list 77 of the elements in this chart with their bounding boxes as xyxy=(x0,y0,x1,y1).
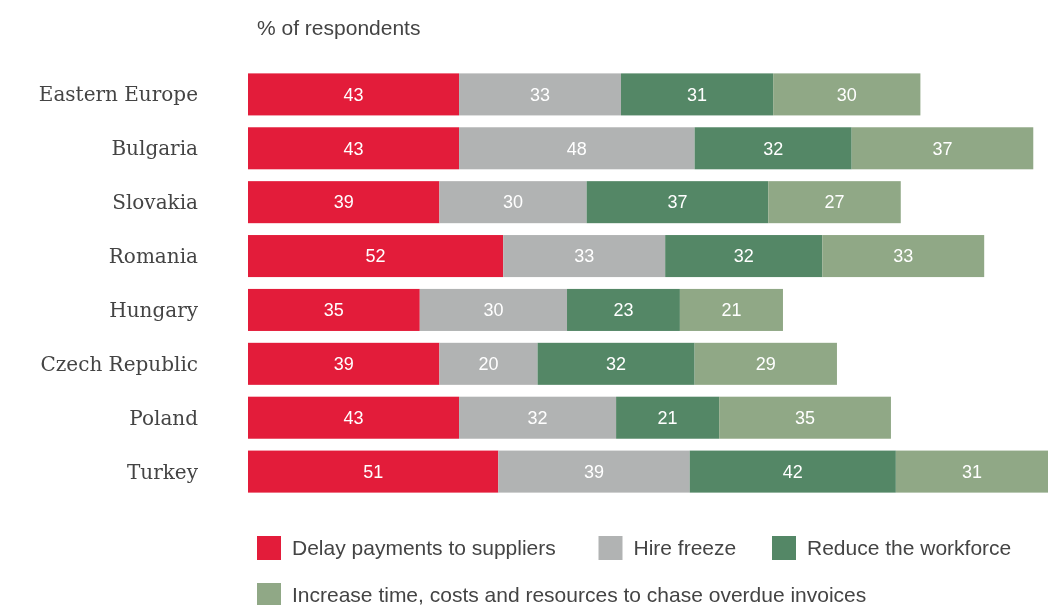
chart-title: % of respondents xyxy=(257,16,421,40)
y-tick-label: Eastern Europe xyxy=(38,82,198,107)
data-label: 33 xyxy=(574,246,595,267)
bar xyxy=(895,450,1048,493)
data-label: 23 xyxy=(613,300,634,321)
data-label: 43 xyxy=(343,408,364,429)
legend-label: Delay payments to suppliers xyxy=(292,536,556,560)
bar xyxy=(419,288,568,331)
bar xyxy=(851,127,1034,170)
bar xyxy=(822,235,985,278)
bar xyxy=(616,396,720,439)
bar xyxy=(248,288,420,331)
legend-label: Hire freeze xyxy=(633,536,737,560)
bar xyxy=(459,396,617,439)
bar xyxy=(248,450,499,493)
y-tick-label: Slovakia xyxy=(112,190,199,215)
y-tick-label: Hungary xyxy=(109,297,199,322)
bar xyxy=(248,396,460,439)
bar xyxy=(689,450,896,493)
data-label: 43 xyxy=(343,138,364,159)
bar xyxy=(439,342,538,385)
data-label: 42 xyxy=(782,461,803,482)
data-label: 31 xyxy=(961,461,982,482)
data-label: 29 xyxy=(755,354,776,375)
bar xyxy=(567,288,680,331)
data-label: 30 xyxy=(503,192,524,213)
bar xyxy=(248,181,440,224)
data-label: 31 xyxy=(687,84,708,105)
data-label: 21 xyxy=(721,300,742,321)
bar xyxy=(694,127,852,170)
data-label: 30 xyxy=(836,84,857,105)
data-label: 52 xyxy=(365,246,386,267)
bar xyxy=(537,342,695,385)
data-label: 39 xyxy=(333,192,354,213)
bar xyxy=(586,181,769,224)
data-label: 21 xyxy=(657,408,678,429)
data-label: 48 xyxy=(566,138,587,159)
y-tick-label: Romania xyxy=(108,244,199,269)
data-label: 37 xyxy=(667,192,688,213)
bar xyxy=(248,235,504,278)
bar xyxy=(679,288,783,331)
bar xyxy=(621,73,774,116)
bar xyxy=(694,342,837,385)
data-label: 39 xyxy=(333,354,354,375)
bar xyxy=(665,235,823,278)
bar xyxy=(768,181,901,224)
data-label: 37 xyxy=(932,138,953,159)
bar xyxy=(503,235,666,278)
bar xyxy=(773,73,921,116)
data-label: 20 xyxy=(478,354,499,375)
bar xyxy=(248,342,440,385)
data-label: 32 xyxy=(733,246,754,267)
data-label: 32 xyxy=(763,138,784,159)
data-label: 33 xyxy=(530,84,551,105)
data-label: 32 xyxy=(527,408,548,429)
bar xyxy=(439,181,587,224)
bar xyxy=(719,396,891,439)
bar xyxy=(459,73,622,116)
data-label: 39 xyxy=(584,461,605,482)
legend-label: Reduce the workforce xyxy=(807,536,1012,560)
data-label: 30 xyxy=(483,300,504,321)
data-label: 32 xyxy=(606,354,627,375)
bar xyxy=(248,127,460,170)
y-tick-label: Turkey xyxy=(126,459,199,484)
y-tick-label: Bulgaria xyxy=(111,136,199,161)
data-label: 27 xyxy=(824,192,845,213)
bar xyxy=(459,127,695,170)
data-label: 33 xyxy=(893,246,914,267)
y-tick-label: Czech Republic xyxy=(40,351,198,376)
data-label: 35 xyxy=(323,300,344,321)
data-label: 43 xyxy=(343,84,364,105)
legend-label: Increase time, costs and resources to chase overdue invoices xyxy=(292,583,867,607)
data-label: 51 xyxy=(363,461,384,482)
data-label: 35 xyxy=(795,408,816,429)
bar xyxy=(248,73,460,116)
y-tick-label: Poland xyxy=(129,405,199,430)
bar xyxy=(498,450,690,493)
